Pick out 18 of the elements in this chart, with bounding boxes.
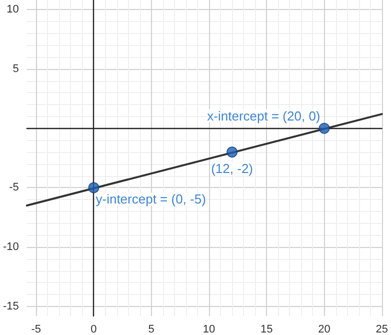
x-tick-label: -5 <box>31 324 42 335</box>
x-tick-label: 5 <box>148 324 154 335</box>
annotation: (12, -2) <box>211 161 254 176</box>
annotation: x-intercept = (20, 0) <box>207 108 320 124</box>
x-tick-label: 15 <box>260 324 273 335</box>
annotation: y-intercept = (0, -5) <box>96 192 206 207</box>
point <box>226 146 238 158</box>
y-tick-label: -10 <box>2 241 19 254</box>
x-tick-label: 25 <box>376 324 388 335</box>
y-tick-label: -5 <box>9 182 19 194</box>
y-tick-label: 10 <box>6 4 19 16</box>
x-tick-label: 20 <box>318 324 330 335</box>
y-tick-label: -15 <box>2 300 19 312</box>
y-tick-label: 5 <box>12 62 19 75</box>
point <box>318 122 330 134</box>
x-tick-label: 10 <box>202 324 216 335</box>
x-tick-label: 0 <box>90 324 97 335</box>
point <box>88 182 100 194</box>
